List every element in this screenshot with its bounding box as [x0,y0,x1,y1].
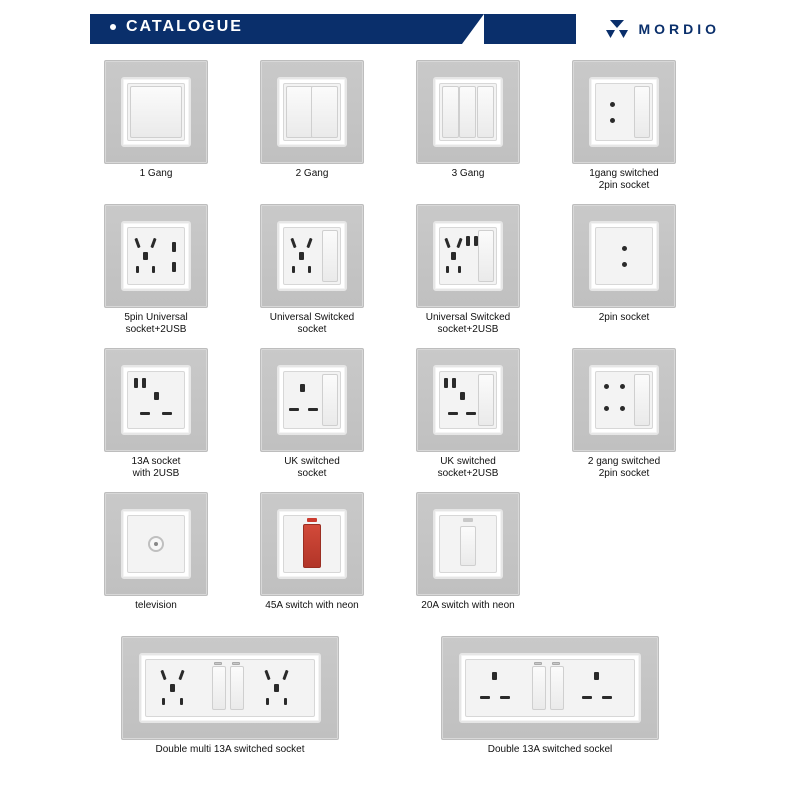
caption: 2 Gang [296,168,329,192]
caption: 2pin socket [599,312,650,336]
product-3-gang: 3 Gang [402,60,534,192]
product-double-13a: Double 13A switched sockel [410,636,690,768]
product-2pin-socket: 2pin socket [558,204,690,336]
caption: UK switchedsocket [284,456,340,480]
product-13a-2usb: 13A socketwith 2USB [90,348,222,480]
brand-logo: MORDIO [576,14,740,44]
caption: Universal Switckedsocket [270,312,354,336]
product-double-multi-13a: Double multi 13A switched socket [90,636,370,768]
product-univ-switched-2usb: Universal Switckedsocket+2USB [402,204,534,336]
caption: 5pin Universalsocket+2USB [124,312,187,336]
header-title-text: CATALOGUE [126,18,243,35]
caption: 3 Gang [452,168,485,192]
bullet-icon [110,24,116,30]
caption: Double 13A switched sockel [488,744,613,768]
row-4: television 45A switch with neon 20A swit… [90,492,690,624]
logo: MORDIO [604,16,720,42]
header-wedge [462,14,484,44]
row-2: 5pin Universalsocket+2USB Universal Swit… [90,204,690,336]
product-1-gang: 1 Gang [90,60,222,192]
header: CATALOGUE MORDIO [0,14,800,44]
product-univ-switched: Universal Switckedsocket [246,204,378,336]
row-3: 13A socketwith 2USB UK switchedsocket [90,348,690,480]
product-5pin-univ-2usb: 5pin Universalsocket+2USB [90,204,222,336]
logo-icon [604,16,630,42]
product-20a-neon: 20A switch with neon [402,492,534,624]
catalogue-page: CATALOGUE MORDIO 1 Gan [0,0,800,800]
caption: 1 Gang [140,168,173,192]
row-1: 1 Gang 2 Gang 3 Gang 1gan [90,60,690,192]
caption: television [135,600,177,624]
header-title: CATALOGUE [110,18,243,36]
caption: 2 gang switched2pin socket [588,456,660,480]
caption: 13A socketwith 2USB [132,456,181,480]
product-45a-neon: 45A switch with neon [246,492,378,624]
caption: Double multi 13A switched socket [156,744,305,768]
product-1g-switched-2pin: 1gang switched2pin socket [558,60,690,192]
product-2-gang: 2 Gang [246,60,378,192]
brand-name: MORDIO [638,21,720,37]
caption: 20A switch with neon [421,600,514,624]
caption: 1gang switched2pin socket [589,168,659,192]
caption: 45A switch with neon [265,600,358,624]
row-5: Double multi 13A switched socket [90,636,690,768]
caption: UK switchedsocket+2USB [438,456,499,480]
product-uk-switched: UK switchedsocket [246,348,378,480]
caption: Universal Switckedsocket+2USB [426,312,510,336]
product-uk-switched-2usb: UK switchedsocket+2USB [402,348,534,480]
product-grid: 1 Gang 2 Gang 3 Gang 1gan [90,60,690,768]
product-2g-switched-2pin: 2 gang switched2pin socket [558,348,690,480]
product-television: television [90,492,222,624]
